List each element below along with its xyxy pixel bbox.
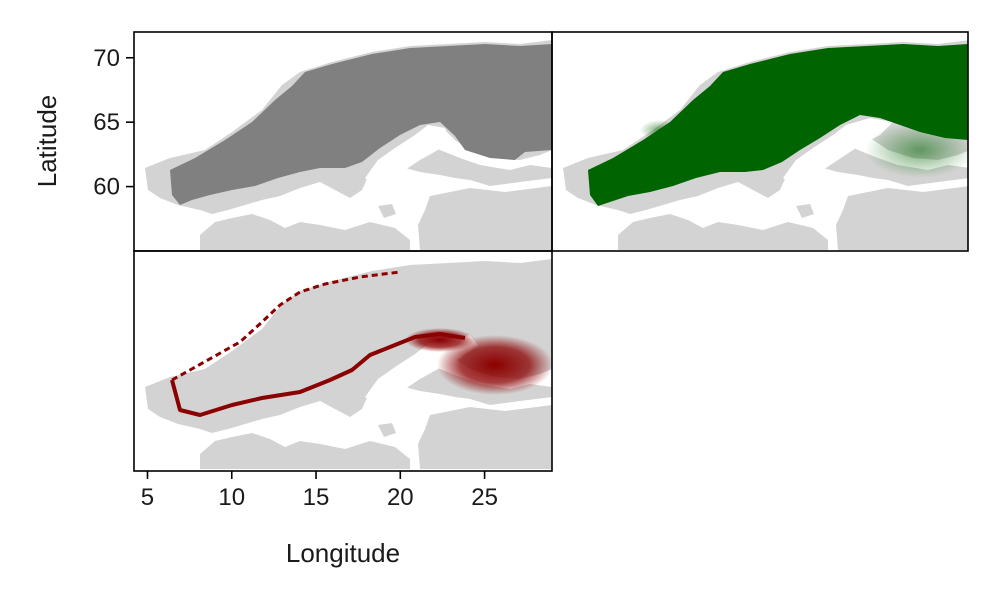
y-tick-label-70: 70 <box>93 45 120 72</box>
gulf-of-bothnia-tr <box>783 118 893 186</box>
y-axis: 60 65 70 <box>93 45 134 201</box>
grey-range <box>170 44 552 205</box>
x-axis-label: Longitude <box>286 538 400 568</box>
y-tick-label-60: 60 <box>93 174 120 201</box>
x-tick-label-15: 15 <box>303 484 330 511</box>
frame-bottom-left <box>133 250 553 472</box>
panel-top-left <box>133 31 553 252</box>
x-tick-label-10: 10 <box>218 484 245 511</box>
x-tick-label-25: 25 <box>471 484 498 511</box>
panel-top-right <box>551 31 969 252</box>
green-fade-west <box>640 120 680 140</box>
y-tick-label-65: 65 <box>93 109 120 136</box>
x-tick-label-20: 20 <box>387 484 414 511</box>
y-axis-label: Latitude <box>32 95 62 188</box>
panel-bottom-left <box>133 250 553 472</box>
red-range-edge-north <box>171 270 401 382</box>
red-intensity-finland <box>437 335 552 395</box>
frame-top-right <box>551 31 969 252</box>
green-fade-finland <box>865 122 968 178</box>
x-tick-label-5: 5 <box>141 484 154 511</box>
x-axis: 5 10 15 20 25 <box>141 471 498 511</box>
red-intensity-north <box>405 328 475 352</box>
green-range <box>588 44 968 206</box>
gulf-of-bothnia-tl <box>365 125 450 188</box>
